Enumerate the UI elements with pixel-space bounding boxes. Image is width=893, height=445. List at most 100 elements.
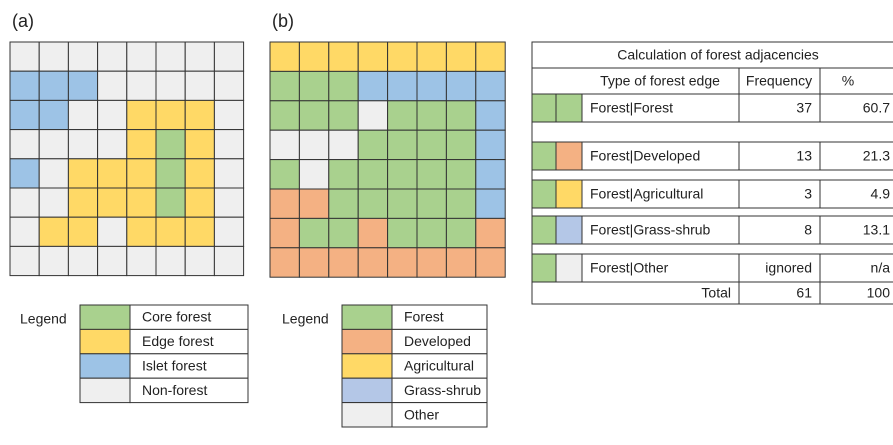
grid-cell	[328, 100, 359, 131]
grid-cell	[155, 41, 186, 72]
grid-cell	[357, 129, 389, 161]
grid-cell	[184, 158, 215, 189]
grid-cell	[298, 100, 330, 131]
table-cell	[531, 141, 557, 171]
grid-cell	[97, 158, 128, 189]
legend-label: Core forest	[142, 309, 211, 325]
grid-cell	[184, 216, 215, 247]
grid-cell	[387, 247, 418, 278]
grid-cell	[184, 129, 215, 160]
legend-box	[391, 328, 488, 355]
legend-label: Grass-shrub	[404, 382, 481, 398]
table-cell	[555, 215, 583, 245]
grid-cell	[9, 158, 40, 189]
legend-box	[391, 402, 488, 428]
table-cell	[581, 179, 740, 209]
grid-cell	[67, 158, 99, 189]
grid-cell	[213, 70, 245, 101]
table-cell	[819, 179, 893, 209]
legend-label: Developed	[404, 333, 471, 349]
grid-cell	[38, 99, 69, 131]
grid-cell	[445, 129, 477, 161]
grid-cell	[126, 129, 157, 160]
table-cell	[819, 215, 893, 245]
grid-cell	[298, 159, 330, 190]
grid-cell	[67, 70, 99, 101]
grid-cell	[298, 41, 330, 72]
grid-cell	[155, 216, 186, 247]
grid-cell	[97, 70, 128, 101]
grid-cell	[387, 129, 418, 161]
legend-label: Islet forest	[142, 358, 207, 374]
table-cell	[555, 141, 583, 171]
grid-cell	[67, 216, 99, 247]
legend-title: Legend	[282, 311, 329, 327]
grid-cell	[387, 217, 418, 249]
grid-cell	[9, 99, 40, 131]
total-percent: 100	[867, 285, 891, 301]
table-cell	[581, 215, 740, 245]
grid-cell	[213, 99, 245, 131]
grid-cell	[328, 247, 359, 278]
grid-cell	[38, 216, 69, 247]
grid-cell	[475, 188, 506, 219]
grid-cell	[97, 99, 128, 131]
table-cell	[738, 253, 821, 283]
grid-cell	[269, 159, 300, 190]
grid-cell	[9, 129, 40, 160]
grid-cell	[357, 247, 389, 278]
legend-swatch	[79, 377, 131, 404]
edge-type: Forest|Grass-shrub	[590, 222, 711, 238]
grid-cell	[298, 70, 330, 102]
grid-cell	[155, 129, 186, 160]
legend-swatch	[341, 353, 393, 379]
grid-cell	[445, 100, 477, 131]
grid-cell	[213, 41, 245, 72]
grid-cell	[445, 159, 477, 190]
table-cell	[581, 93, 740, 123]
legend-swatch	[341, 328, 393, 355]
grid-cell	[97, 129, 128, 160]
grid-cell	[357, 100, 389, 131]
table-cell	[819, 67, 893, 95]
grid-cell	[184, 187, 215, 218]
grid-cell	[126, 41, 157, 72]
table-cell	[531, 93, 557, 123]
grid-cell	[269, 41, 300, 72]
legend-swatch	[341, 377, 393, 404]
grid-cell	[126, 158, 157, 189]
grid-cell	[445, 247, 477, 278]
grid-cell	[9, 216, 40, 247]
grid-cell	[184, 41, 215, 72]
grid-cell	[416, 100, 447, 131]
grid-cell	[445, 217, 477, 249]
grid-cell	[67, 99, 99, 131]
grid-cell	[269, 100, 300, 131]
grid-cell	[184, 99, 215, 131]
grid-cell	[126, 70, 157, 101]
grid-cell	[97, 187, 128, 218]
grid-cell	[475, 41, 506, 72]
grid-cell	[445, 41, 477, 72]
legend-box	[391, 377, 488, 404]
percent: 60.7	[863, 100, 890, 116]
grid-cell	[445, 188, 477, 219]
grid-cell	[155, 187, 186, 218]
grid-cell	[126, 187, 157, 218]
grid-cell	[213, 158, 245, 189]
grid-cell	[97, 41, 128, 72]
grid-cell	[387, 41, 418, 72]
frequency: 3	[804, 186, 812, 202]
grid-cell	[416, 129, 447, 161]
table-cell	[581, 253, 740, 283]
grid-cell	[9, 187, 40, 218]
grid-cell	[67, 187, 99, 218]
grid-cell	[445, 70, 477, 102]
total-frequency: 61	[796, 285, 812, 301]
frequency: 8	[804, 222, 812, 238]
percent: n/a	[871, 260, 891, 276]
legend-swatch	[341, 402, 393, 428]
grid-cell	[416, 247, 447, 278]
grid-cell	[298, 217, 330, 249]
